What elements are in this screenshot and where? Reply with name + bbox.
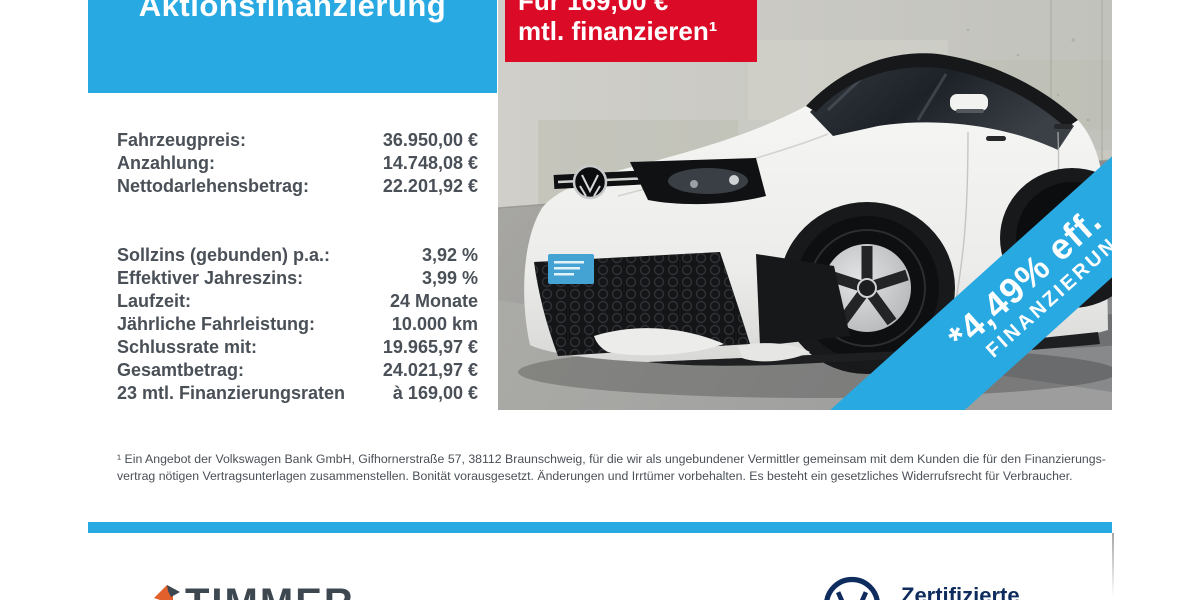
car-front-spoiler (594, 328, 724, 356)
table-row: 23 mtl. Finanzierungsraten à 169,00 € (117, 382, 478, 405)
vw-certified-badge: Zertifizierte (823, 576, 1020, 600)
row-value: 3,92 % (421, 245, 478, 265)
car-door-handle (986, 136, 1006, 141)
offer-line-2: mtl. finanzieren¹ (518, 16, 718, 46)
car-air-intake (756, 254, 850, 346)
row-label: Gesamtbetrag: (117, 360, 245, 380)
right-edge-line (1112, 533, 1114, 597)
promo-title: Aktionsfinanzierung (138, 0, 447, 23)
row-value: 24 Monate (389, 291, 478, 311)
car-roof (806, 53, 1078, 128)
row-label: Schlussrate mit: (117, 337, 258, 357)
table-row: Schlussrate mit: 19.965,97 € (117, 336, 478, 359)
row-value: 36.950,00 € (382, 130, 478, 150)
table-row: Anzahlung: 14.748,08 € (117, 152, 478, 175)
vw-logo-icon (824, 576, 880, 600)
row-label: Jährliche Fahrleistung: (117, 314, 316, 334)
table-row: Laufzeit: 24 Monate (117, 290, 478, 313)
row-label: 23 mtl. Finanzierungsraten (117, 383, 346, 403)
table-row: Jährliche Fahrleistung: 10.000 km (117, 313, 478, 336)
vehicle-photo: *4,49% eff. FINANZIERUNG (498, 0, 1112, 410)
row-value: 14.748,08 € (382, 153, 478, 173)
row-value: à 169,00 € (392, 383, 478, 403)
row-label: Effektiver Jahreszins: (117, 268, 304, 288)
dealer-name-text: TIMMER (185, 583, 355, 600)
table-row: Fahrzeugpreis: 36.950,00 € (117, 129, 478, 152)
table-row: Nettodarlehensbetrag: 22.201,92 € (117, 175, 478, 198)
dealer-logo: TIMMER (146, 583, 355, 600)
footnote-line-1: ¹ Ein Angebot der Volkswagen Bank GmbH, … (117, 452, 1106, 466)
vw-badge-text: Zertifizierte (901, 583, 1020, 600)
separator-bar (88, 522, 1112, 533)
row-value: 24.021,97 € (382, 360, 478, 380)
car-mirror (950, 94, 988, 111)
table-row: Sollzins (gebunden) p.a.: 3,92 % (117, 244, 478, 267)
car-door-handle (1054, 124, 1072, 129)
row-value: 22.201,92 € (382, 176, 478, 196)
monthly-offer-box: Für 169,00 € mtl. finanzieren¹ (505, 0, 757, 62)
row-value: 10.000 km (391, 314, 478, 334)
table-row: Gesamtbetrag: 24.021,97 € (117, 359, 478, 382)
row-label: Fahrzeugpreis: (117, 130, 247, 150)
row-value: 3,99 % (421, 268, 478, 288)
legal-footnote: ¹ Ein Angebot der Volkswagen Bank GmbH, … (117, 451, 1106, 484)
financing-conditions-group: Sollzins (gebunden) p.a.: 3,92 % Effekti… (117, 244, 478, 405)
table-row: Effektiver Jahreszins: 3,99 % (117, 267, 478, 290)
offer-line-1: Für 169,00 € (518, 0, 669, 16)
promo-title-box: Aktionsfinanzierung (88, 0, 497, 93)
financing-table: Fahrzeugpreis: 36.950,00 € Anzahlung: 14… (117, 129, 478, 405)
row-label: Sollzins (gebunden) p.a.: (117, 245, 330, 265)
footnote-line-2: vertrag nötigen Vertragsunterlagen zusam… (117, 468, 1073, 483)
timmer-logo-icon (154, 585, 180, 600)
row-value: 19.965,97 € (382, 337, 478, 357)
vw-front-emblem (572, 164, 608, 200)
dealer-license-plate (548, 254, 594, 284)
row-label: Nettodarlehensbetrag: (117, 176, 310, 196)
row-label: Anzahlung: (117, 153, 215, 173)
vehicle-photo-illustration (498, 0, 1112, 410)
financing-price-group: Fahrzeugpreis: 36.950,00 € Anzahlung: 14… (117, 129, 478, 198)
row-label: Laufzeit: (117, 291, 191, 311)
